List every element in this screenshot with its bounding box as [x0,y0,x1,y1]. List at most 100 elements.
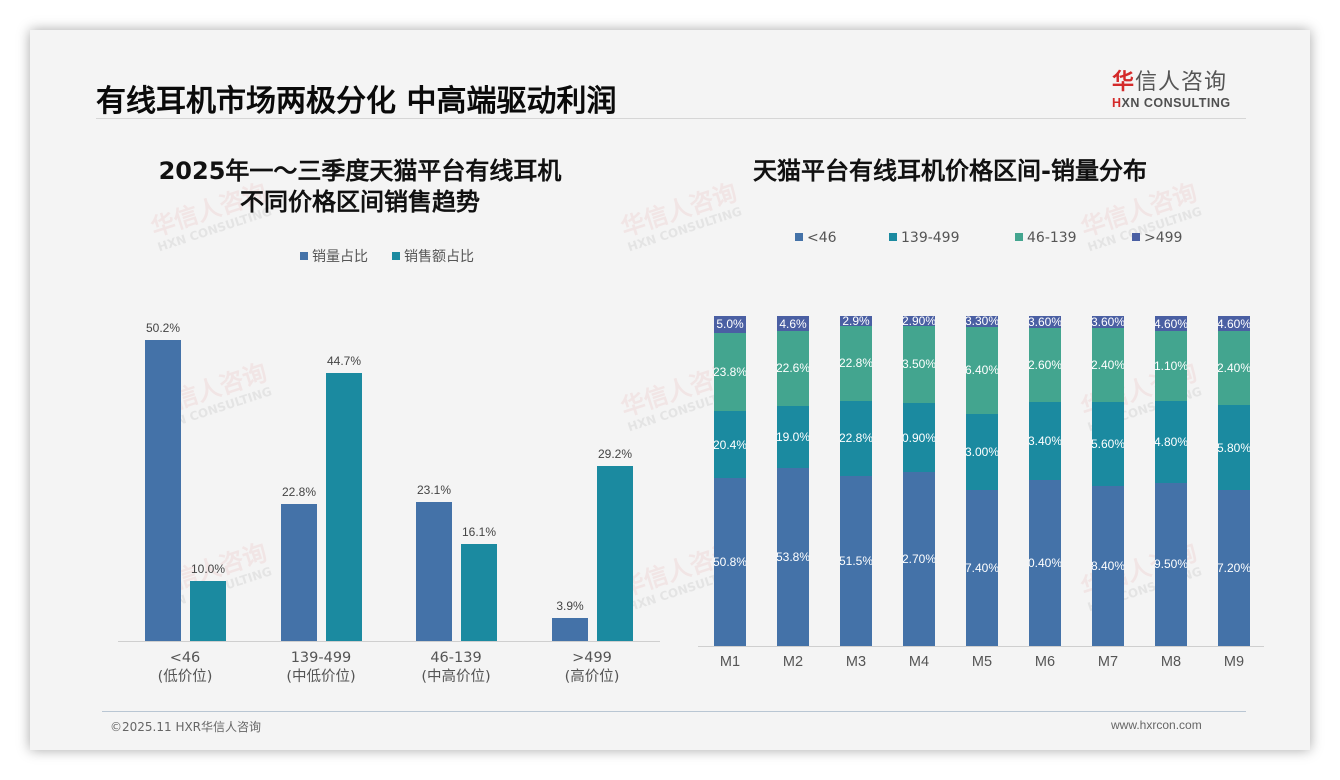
legend-label: >499 [1144,230,1183,246]
segment-value-label: 4.80% [1155,434,1187,449]
month-label: M5 [971,654,993,670]
segment-value-label: 22.8% [840,431,872,446]
segment-value-label: 2.70% [903,552,935,567]
segment-value-label: 9.50% [1155,557,1187,572]
legend-item: 46-139 [1015,230,1077,246]
legend-item: <46 [795,230,837,246]
stack-segment: 5.0% [714,316,746,333]
segment-value-label: 3.60% [1092,316,1124,328]
slide: 有线耳机市场两极分化 中高端驱动利润 华信人咨询 HXN CONSULTING … [30,30,1310,750]
stack-segment: 3.30% [966,316,998,327]
month-label: M4 [908,654,930,670]
segment-value-label: 3.00% [966,444,998,459]
legend-item: 销售额占比 [392,246,474,266]
segment-value-label: 7.40% [966,560,998,575]
segment-value-label: 2.40% [1092,357,1124,372]
legend-label: 销量占比 [312,249,368,265]
bar-value-label: 22.8% [281,485,317,500]
segment-value-label: 3.40% [1029,434,1061,449]
legend-item: 139-499 [889,230,960,246]
segment-value-label: 8.40% [1092,559,1124,574]
stack-segment: 5.80% [1218,405,1250,491]
left-chart-legend: 销量占比 销售额占比 [300,246,520,266]
segment-value-label: 4.60% [1218,316,1250,331]
category-sublabel: (中高价位) [421,669,491,685]
segment-value-label: 19.0% [777,430,809,445]
segment-value-label: 3.50% [903,357,935,372]
stack-segment: 22.6% [777,331,809,406]
right-chart-x-axis [698,646,1264,647]
segment-value-label: 2.60% [1029,358,1061,373]
page-title: 有线耳机市场两极分化 中高端驱动利润 [96,84,617,119]
stack-segment: 0.40% [1029,479,1061,646]
revenue-bar [461,544,497,641]
stack-segment: 0.90% [903,403,935,473]
stack-segment: 2.60% [1029,327,1061,403]
segment-value-label: 22.6% [777,361,809,376]
segment-value-label: 6.40% [966,363,998,378]
segment-value-label: 4.60% [1155,316,1187,331]
month-label: M7 [1097,654,1119,670]
segment-value-label: 5.0% [716,317,744,332]
stack-segment: 2.70% [903,472,935,646]
segment-value-label: 7.20% [1218,561,1250,576]
bar-value-label: 3.9% [556,598,584,613]
footer-copyright: ©2025.11 HXR华信人咨询 [110,720,262,734]
stack-segment: 1.10% [1155,331,1187,401]
revenue-bar [326,372,362,641]
segment-value-label: 51.5% [840,554,872,569]
category-label: 139-499 [290,650,352,666]
stack-segment: 7.20% [1218,490,1250,646]
stack-segment: 20.4% [714,411,746,479]
legend-swatch-icon [889,233,897,241]
stack-segment: 22.8% [840,400,872,477]
left-chart-title: 2025年一～三季度天猫平台有线耳机 不同价格区间销售趋势 [158,157,562,216]
right-chart-legend: <46 139-499 46-139 >499 [795,230,1215,250]
segment-value-label: 2.90% [903,316,935,326]
footer-website[interactable]: www.hxrcon.com [1111,718,1202,732]
stack-segment: 3.60% [1029,316,1061,328]
category-sublabel: (中低价位) [286,669,356,685]
logo-cn: 华信人咨询 [1112,70,1228,95]
volume-bar [145,340,181,641]
segment-value-label: 0.40% [1029,555,1061,570]
legend-item: >499 [1132,230,1182,246]
stack-segment: 3.50% [903,325,935,404]
stack-segment: 8.40% [1092,486,1124,646]
bar-value-label: 50.2% [145,321,181,335]
stack-segment: 3.40% [1029,402,1061,480]
month-label: M3 [845,654,867,670]
segment-value-label: 3.30% [966,316,998,327]
segment-value-label: 2.40% [1218,361,1250,376]
stack-segment: 2.40% [1218,331,1250,406]
segment-value-label: 1.10% [1155,358,1187,373]
legend-label: 139-499 [901,230,960,246]
segment-value-label: 53.8% [777,550,809,565]
segment-value-label: 0.90% [903,430,935,445]
stack-segment: 5.60% [1092,401,1124,487]
revenue-bar [597,465,633,641]
bar-value-label: 16.1% [461,525,497,540]
legend-item: 销量占比 [300,246,368,266]
stack-segment: 2.9% [840,316,872,326]
volume-bar [281,504,317,641]
segment-value-label: 5.60% [1092,437,1124,452]
bar-value-label: 10.0% [190,562,226,577]
watermark-en: HXN CONSULTING [625,204,744,255]
segment-value-label: 4.6% [779,316,807,331]
stack-segment: 51.5% [840,476,872,646]
segment-value-label: 23.8% [714,364,746,379]
stack-segment: 4.6% [777,316,809,332]
legend-swatch-icon [1015,233,1023,241]
stack-segment: 4.80% [1155,400,1187,483]
segment-value-label: 50.8% [714,555,746,570]
category-sublabel: (高价位) [564,669,620,685]
stack-segment: 19.0% [777,405,809,469]
bar-value-label: 44.7% [326,353,362,368]
segment-value-label: 20.4% [714,437,746,452]
category-label: <46 [169,650,201,666]
month-label: M1 [719,654,741,670]
segment-value-label: 3.60% [1029,316,1061,328]
stack-segment: 3.00% [966,413,998,490]
legend-label: 46-139 [1027,230,1077,246]
